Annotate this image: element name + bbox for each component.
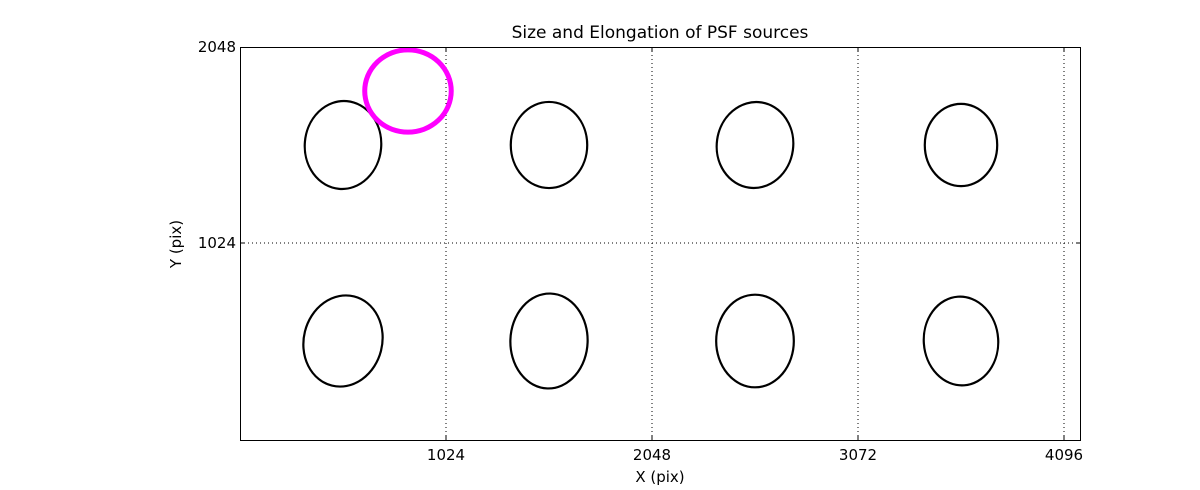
highlight-circle <box>362 47 454 135</box>
x-tick-label-4096: 4096 <box>1044 446 1084 464</box>
x-tick-label-3072: 3072 <box>838 446 878 464</box>
y-tick-label-1024: 1024 <box>197 234 236 252</box>
plot-canvas <box>240 47 1081 441</box>
axes-frame <box>240 47 1081 441</box>
y-axis-label: Y (pix) <box>167 219 185 269</box>
psf-ellipse <box>303 99 383 191</box>
y-tick-label-2048: 2048 <box>197 38 236 56</box>
psf-ellipse <box>715 293 795 389</box>
psf-ellipse <box>922 295 1000 387</box>
psf-ellipse <box>923 102 999 188</box>
chart-title: Size and Elongation of PSF sources <box>511 23 809 43</box>
x-tick-label-2048: 2048 <box>632 446 672 464</box>
psf-ellipse <box>302 294 384 388</box>
psf-ellipse <box>509 292 589 390</box>
x-tick-label-1024: 1024 <box>426 446 466 464</box>
x-axis-label: X (pix) <box>635 468 685 486</box>
psf-ellipse <box>509 100 589 190</box>
plot-area <box>240 47 1081 441</box>
psf-ellipse <box>715 100 795 190</box>
